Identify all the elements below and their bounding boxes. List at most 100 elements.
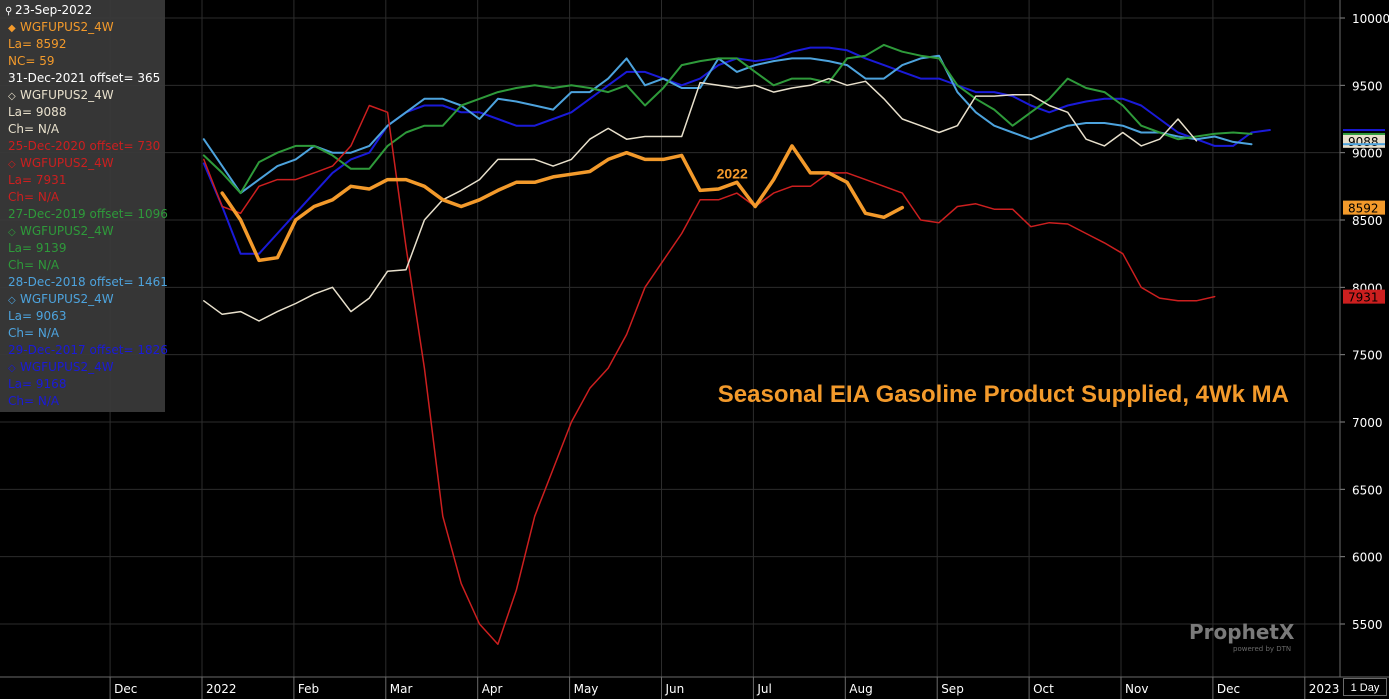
legend-text: La= 8592 (8, 37, 67, 51)
x-tick-label: Apr (482, 682, 503, 696)
grid-layer (0, 0, 1340, 677)
legend-text: 28-Dec-2018 offset= 1461 (8, 275, 168, 289)
legend-date-text: 23-Sep-2022 (15, 3, 93, 17)
legend-la: La= 9088 (8, 104, 66, 121)
series-line-2022[interactable] (220, 144, 905, 263)
legend-text: Ch= N/A (8, 190, 60, 204)
series-annotation-2022: 2022 (717, 165, 748, 181)
x-tick-label: Sep (941, 682, 964, 696)
last-value-marker (1343, 129, 1385, 132)
x-tick-label: Nov (1125, 682, 1148, 696)
legend-la: La= 9063 (8, 308, 66, 325)
diamond-icon: ◇ (8, 91, 16, 102)
legend-text: La= 9088 (8, 105, 67, 119)
y-tick-label: 8500 (1352, 214, 1383, 228)
legend-symbol: ◇ WGFUPUS2_4W (8, 359, 114, 377)
legend-text: Ch= N/A (8, 258, 60, 272)
diamond-icon: ◇ (8, 363, 16, 374)
x-tick-label: 2022 (206, 682, 237, 696)
legend-header: 31-Dec-2021 offset= 365 (8, 70, 160, 87)
legend-header: 28-Dec-2018 offset= 1461 (8, 274, 168, 291)
y-tick-label: 5500 (1352, 618, 1383, 632)
last-value-marker (1343, 132, 1385, 135)
x-tick-label: May (574, 682, 599, 696)
last-value-marker (1343, 143, 1385, 146)
diamond-icon: ◇ (8, 227, 16, 238)
brand-subtitle: powered by DTN (1233, 645, 1292, 653)
legend-symbol: ◆ WGFUPUS2_4W (8, 19, 114, 37)
legend-text: WGFUPUS2_4W (20, 20, 114, 34)
legend-text: WGFUPUS2_4W (20, 88, 114, 102)
x-tick-label: Mar (390, 682, 413, 696)
legend-ch: Ch= N/A (8, 325, 59, 342)
legend-text: 27-Dec-2019 offset= 1096 (8, 207, 168, 221)
plot-background (0, 0, 1340, 677)
y-tick-label: 10000 (1352, 12, 1389, 26)
magnifier-icon[interactable]: ⚲ (5, 6, 13, 17)
y-tick-label: 6000 (1352, 551, 1383, 565)
legend-la: La= 7931 (8, 172, 66, 189)
legend-la: La= 8592 (8, 36, 66, 53)
legend-ch: Ch= N/A (8, 189, 59, 206)
series-layer (202, 43, 1271, 645)
chart-title: Seasonal EIA Gasoline Product Supplied, … (718, 381, 1289, 408)
legend-ch: Ch= N/A (8, 393, 59, 410)
legend-la: La= 9168 (8, 376, 66, 393)
legend-text: NC= 59 (8, 54, 55, 68)
y-tick-label: 7000 (1352, 416, 1383, 430)
legend-header: 27-Dec-2019 offset= 1096 (8, 206, 168, 223)
legend-la: La= 9139 (8, 240, 66, 257)
series-line-2018-19[interactable] (202, 54, 1253, 195)
x-tick-label: Dec (1217, 682, 1240, 696)
legend-text: La= 7931 (8, 173, 67, 187)
legend-text: WGFUPUS2_4W (20, 292, 114, 306)
x-tick-label: Feb (298, 682, 319, 696)
diamond-icon: ◇ (8, 295, 16, 306)
y-tick-label: 9000 (1352, 147, 1383, 161)
diamond-icon: ◇ (8, 159, 16, 170)
diamond-icon: ◆ (8, 23, 16, 34)
legend-text: Ch= N/A (8, 326, 60, 340)
x-tick-label: 2023 (1309, 682, 1340, 696)
y-tick-label: 7500 (1352, 349, 1383, 363)
x-tick-label: Jul (756, 682, 771, 696)
legend-symbol: ◇ WGFUPUS2_4W (8, 87, 114, 105)
legend-date: ⚲ 23-Sep-2022 (5, 2, 92, 20)
legend-symbol: ◇ WGFUPUS2_4W (8, 291, 114, 309)
interval-selector[interactable]: 1 Day (1343, 678, 1387, 696)
last-value-badge (1343, 289, 1385, 304)
legend-symbol: ◇ WGFUPUS2_4W (8, 155, 114, 173)
legend-text: 31-Dec-2021 offset= 365 (8, 71, 161, 85)
series-line-2020-21[interactable] (203, 104, 1216, 645)
x-tick-label: Aug (849, 682, 872, 696)
legend-ch: Ch= N/A (8, 257, 59, 274)
legend-text: WGFUPUS2_4W (20, 156, 114, 170)
y-tick-label: 6500 (1352, 483, 1383, 497)
legend-text: La= 9139 (8, 241, 67, 255)
legend-text: WGFUPUS2_4W (20, 224, 114, 238)
x-tick-label: Dec (114, 682, 137, 696)
x-tick-label: Oct (1033, 682, 1054, 696)
legend-panel: ⚲ 23-Sep-2022 ◆ WGFUPUS2_4W La= 8592 NC= 59 3… (0, 0, 168, 412)
legend-ch: Ch= N/A (8, 121, 59, 138)
legend-ch: NC= 59 (8, 53, 55, 70)
legend-text: La= 9168 (8, 377, 67, 391)
legend-text: Ch= N/A (8, 122, 60, 136)
x-tick-label: Jun (665, 682, 685, 696)
legend-text: 25-Dec-2020 offset= 730 (8, 139, 161, 153)
legend-header: 25-Dec-2020 offset= 730 (8, 138, 160, 155)
series-line-2019-20[interactable] (202, 43, 1253, 195)
legend-header: 29-Dec-2017 offset= 1826 (8, 342, 168, 359)
last-value-badge-text: 7931 (1348, 291, 1379, 305)
legend-text: 29-Dec-2017 offset= 1826 (8, 343, 168, 357)
series-line-2021-22[interactable] (203, 77, 1198, 322)
last-value-badge-text: 8592 (1348, 202, 1379, 216)
last-value-badge (1343, 200, 1385, 215)
legend-symbol: ◇ WGFUPUS2_4W (8, 223, 114, 241)
legend-text: WGFUPUS2_4W (20, 360, 114, 374)
brand-logo: ProphetX (1189, 620, 1295, 644)
y-tick-label: 9500 (1352, 79, 1383, 93)
